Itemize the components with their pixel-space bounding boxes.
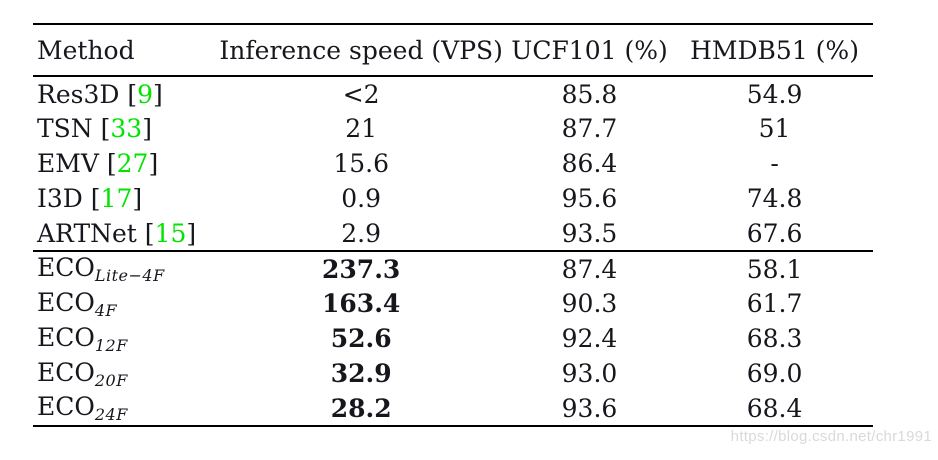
- citation-close-bracket: ]: [153, 79, 163, 109]
- speed-cell: 21: [345, 114, 378, 143]
- ucf101-cell: 90.3: [561, 289, 618, 318]
- method-cell: ECOLite−4F: [33, 251, 219, 286]
- col-header-speed: Inference speed (VPS): [219, 35, 503, 65]
- ucf101-cell: 93.6: [561, 393, 618, 423]
- table-row: ECO4F 163.4 90.3 61.7: [33, 286, 873, 321]
- hmdb51-cell: 68.3: [746, 324, 803, 353]
- speed-cell: 28.2: [330, 393, 392, 423]
- results-table-header: Method Inference speed (VPS) UCF101 (%) …: [33, 24, 873, 76]
- method-name: ECO: [37, 357, 95, 387]
- citation: [15]: [137, 219, 196, 248]
- method-subscript: 20F: [94, 370, 128, 390]
- hmdb51-cell: 67.6: [746, 218, 803, 248]
- citation: [27]: [99, 149, 158, 178]
- method-subscript: 12F: [94, 335, 128, 355]
- citation-close-bracket: ]: [148, 149, 159, 178]
- method-subscript: Lite−4F: [94, 266, 165, 285]
- table-row: Res3D [9] <2 85.8 54.9: [33, 76, 873, 111]
- col-header-method: Method: [37, 35, 135, 65]
- hmdb51-cell: 68.4: [746, 393, 803, 423]
- ucf101-cell: 85.8: [561, 79, 618, 109]
- method-cell: ECO20F: [33, 356, 219, 391]
- method-name: Res3D: [37, 79, 120, 109]
- citation-close-bracket: ]: [132, 184, 143, 213]
- hmdb51-cell: 61.7: [746, 289, 803, 318]
- method-cell: ECO12F: [33, 321, 219, 356]
- citation-number: 15: [154, 218, 187, 248]
- speed-cell: 52.6: [330, 324, 392, 353]
- hmdb51-cell: 74.8: [746, 184, 803, 213]
- hmdb51-cell: -: [770, 149, 779, 178]
- method-name: ECO: [37, 322, 95, 352]
- method-name: I3D: [37, 184, 83, 213]
- table-row: ECO12F 52.6 92.4 68.3: [33, 321, 873, 356]
- speed-cell: 32.9: [330, 359, 392, 388]
- speed-cell: 2.9: [341, 218, 382, 248]
- method-cell: TSN [33]: [33, 111, 219, 146]
- table-row: ECOLite−4F 237.3 87.4 58.1: [33, 251, 873, 286]
- hmdb51-cell: 54.9: [746, 79, 803, 109]
- method-cell: I3D [17]: [33, 181, 219, 216]
- method-cell: ARTNet [15]: [33, 216, 219, 251]
- col-header-ucf101: UCF101 (%): [511, 35, 668, 65]
- citation-open-bracket: [: [127, 79, 138, 109]
- method-subscript: 24F: [94, 405, 128, 424]
- table-row: EMV [27] 15.6 86.4 -: [33, 146, 873, 181]
- method-cell: Res3D [9]: [33, 76, 219, 111]
- hmdb51-cell: 58.1: [746, 254, 803, 284]
- citation-close-bracket: ]: [186, 218, 197, 248]
- citation: [17]: [83, 184, 142, 213]
- method-cell: EMV [27]: [33, 146, 219, 181]
- header-row: Method Inference speed (VPS) UCF101 (%) …: [33, 24, 873, 76]
- method-name: EMV: [37, 149, 99, 178]
- speed-cell: 0.9: [341, 184, 382, 213]
- citation: [33]: [93, 114, 152, 143]
- citation-number: 27: [116, 149, 149, 178]
- ucf101-cell: 95.6: [561, 184, 618, 213]
- ucf101-cell: 86.4: [561, 149, 618, 178]
- results-table: Method Inference speed (VPS) UCF101 (%) …: [33, 23, 873, 427]
- method-cell: ECO4F: [33, 286, 219, 321]
- citation-number: 17: [100, 184, 133, 213]
- hmdb51-cell: 51: [758, 114, 791, 143]
- method-name: ECO: [37, 287, 95, 317]
- ucf101-cell: 92.4: [561, 324, 618, 353]
- speed-cell: 237.3: [322, 254, 401, 284]
- watermark-url: https://blog.csdn.net/chr1991: [730, 428, 932, 445]
- citation-close-bracket: ]: [142, 114, 152, 143]
- ucf101-cell: 93.5: [561, 218, 618, 248]
- table-row: ECO24F 28.2 93.6 68.4: [33, 391, 873, 426]
- citation-open-bracket: [: [100, 114, 111, 143]
- col-header-hmdb51: HMDB51 (%): [690, 35, 859, 65]
- citation-number: 9: [137, 79, 154, 109]
- method-name: TSN: [37, 114, 93, 143]
- citation-open-bracket: [: [90, 184, 101, 213]
- ucf101-cell: 87.4: [561, 254, 618, 284]
- citation-open-bracket: [: [144, 218, 155, 248]
- speed-cell: 163.4: [322, 289, 401, 318]
- speed-cell: 15.6: [333, 149, 389, 178]
- speed-cell: <2: [342, 79, 380, 109]
- table-row: ARTNet [15] 2.9 93.5 67.6: [33, 216, 873, 251]
- table-row: ECO20F 32.9 93.0 69.0: [33, 356, 873, 391]
- method-name: ARTNet: [37, 218, 137, 248]
- method-subscript: 4F: [94, 300, 118, 320]
- table-row: TSN [33] 21 87.7 51: [33, 111, 873, 146]
- table-row: I3D [17] 0.9 95.6 74.8: [33, 181, 873, 216]
- citation: [9]: [119, 80, 162, 109]
- ucf101-cell: 87.7: [561, 114, 618, 143]
- method-name: ECO: [37, 392, 95, 421]
- citation-open-bracket: [: [106, 149, 117, 178]
- hmdb51-cell: 69.0: [746, 359, 803, 388]
- method-name: ECO: [37, 253, 95, 282]
- method-cell: ECO24F: [33, 391, 219, 426]
- ucf101-cell: 93.0: [561, 359, 618, 388]
- citation-number: 33: [110, 114, 143, 143]
- results-table-body: Res3D [9] <2 85.8 54.9 TSN [33] 21 87.7 …: [33, 76, 873, 426]
